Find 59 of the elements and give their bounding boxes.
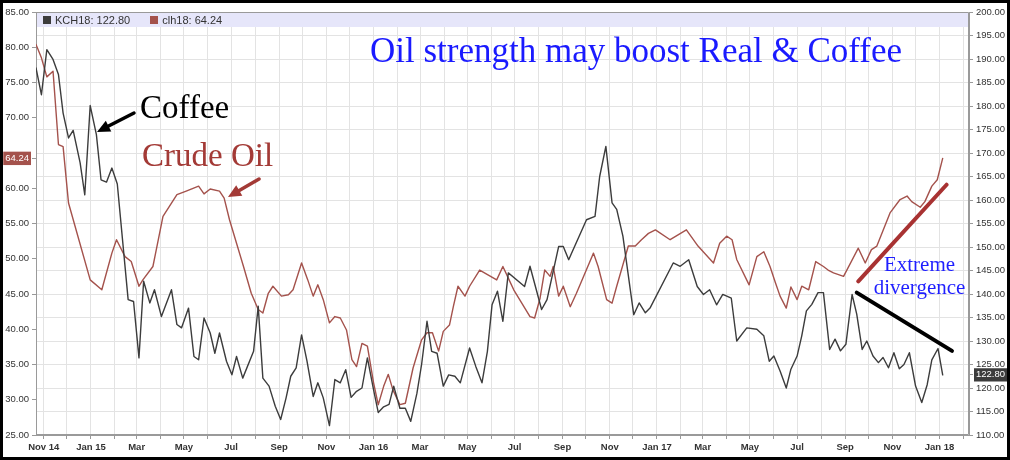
y2-tick-label: 145.00 [976, 264, 1006, 276]
y-tick-label: 40.00 [5, 322, 29, 334]
x-tick-label: May [740, 441, 760, 453]
y2-tick-label: 160.00 [976, 193, 1006, 205]
text: Oil strength may boost Real & Coffee [370, 31, 903, 70]
y2-tick-label: 110.00 [976, 428, 1005, 440]
x-tick-label: Sep [270, 441, 289, 453]
y-tick-label: 45.00 [5, 287, 29, 299]
y2-tick-label: 130.00 [976, 334, 1006, 346]
legend-label: KCH18: 122.80 [55, 14, 131, 26]
y-tick-label: 80.00 [5, 40, 29, 52]
x-tick-label: Jan 15 [76, 441, 107, 453]
y2-tick-label: 122.80 [976, 368, 1006, 380]
x-tick-label: Nov [883, 441, 903, 453]
x-tick-label: Jul [790, 441, 804, 453]
x-tick-label: Sep [836, 441, 855, 453]
y2-tick-label: 120.00 [976, 381, 1006, 393]
annotation: Coffee [140, 89, 230, 125]
x-tick-label: May [458, 441, 478, 453]
y2-tick-label: 125.00 [976, 358, 1006, 370]
x-tick-label: Nov [600, 441, 620, 453]
y2-tick-label: 175.00 [976, 123, 1006, 135]
y2-tick-label: 140.00 [976, 287, 1006, 299]
annotation: Extreme divergence [872, 252, 967, 299]
x-tick-label: Jul [507, 441, 522, 453]
y2-tick-label: 185.00 [976, 76, 1006, 88]
y2-tick-label: 180.00 [976, 99, 1006, 111]
y2-tick-label: 135.00 [976, 311, 1006, 323]
y2-tick-label: 165.00 [976, 170, 1006, 182]
y-tick-label: 70.00 [5, 111, 29, 123]
x-tick-label: May [174, 441, 194, 453]
y2-tick-label: 195.00 [976, 29, 1006, 41]
y2-tick-label: 155.00 [976, 217, 1006, 229]
x-tick-label: Mar [128, 441, 146, 453]
y-tick-label: 25.00 [5, 428, 29, 440]
x-tick-label: Nov [317, 441, 337, 453]
x-tick-label: Jul [224, 441, 238, 453]
y-tick-label: 35.00 [5, 358, 29, 370]
x-tick-label: Jan 17 [642, 441, 672, 453]
y2-tick-label: 150.00 [976, 240, 1006, 252]
x-tick-label: Jan 18 [924, 441, 955, 453]
x-tick-label: Mar [694, 441, 712, 453]
y2-tick-label: 115.00 [976, 405, 1005, 417]
y-tick-label: 75.00 [5, 76, 29, 88]
y-tick-label: 60.00 [5, 181, 29, 193]
x-tick-label: Sep [553, 441, 572, 453]
y2-tick-label: 200.00 [976, 5, 1006, 17]
y-tick-label: 30.00 [5, 393, 29, 405]
annotation: Crude Oil [142, 137, 274, 173]
y-tick-label: 55.00 [5, 217, 29, 229]
y2-tick-label: 190.00 [976, 52, 1006, 64]
y2-tick-label: 170.00 [976, 146, 1006, 158]
y-tick-label: 50.00 [5, 252, 29, 264]
legend-label: clh18: 64.24 [162, 14, 223, 26]
x-tick-label: Jan 16 [358, 441, 389, 453]
y-tick-label: 64.24 [5, 151, 29, 163]
x-tick-label: Mar [411, 441, 429, 453]
x-tick-label: Nov 14 [28, 441, 61, 453]
y-tick-label: 85.00 [5, 5, 29, 17]
